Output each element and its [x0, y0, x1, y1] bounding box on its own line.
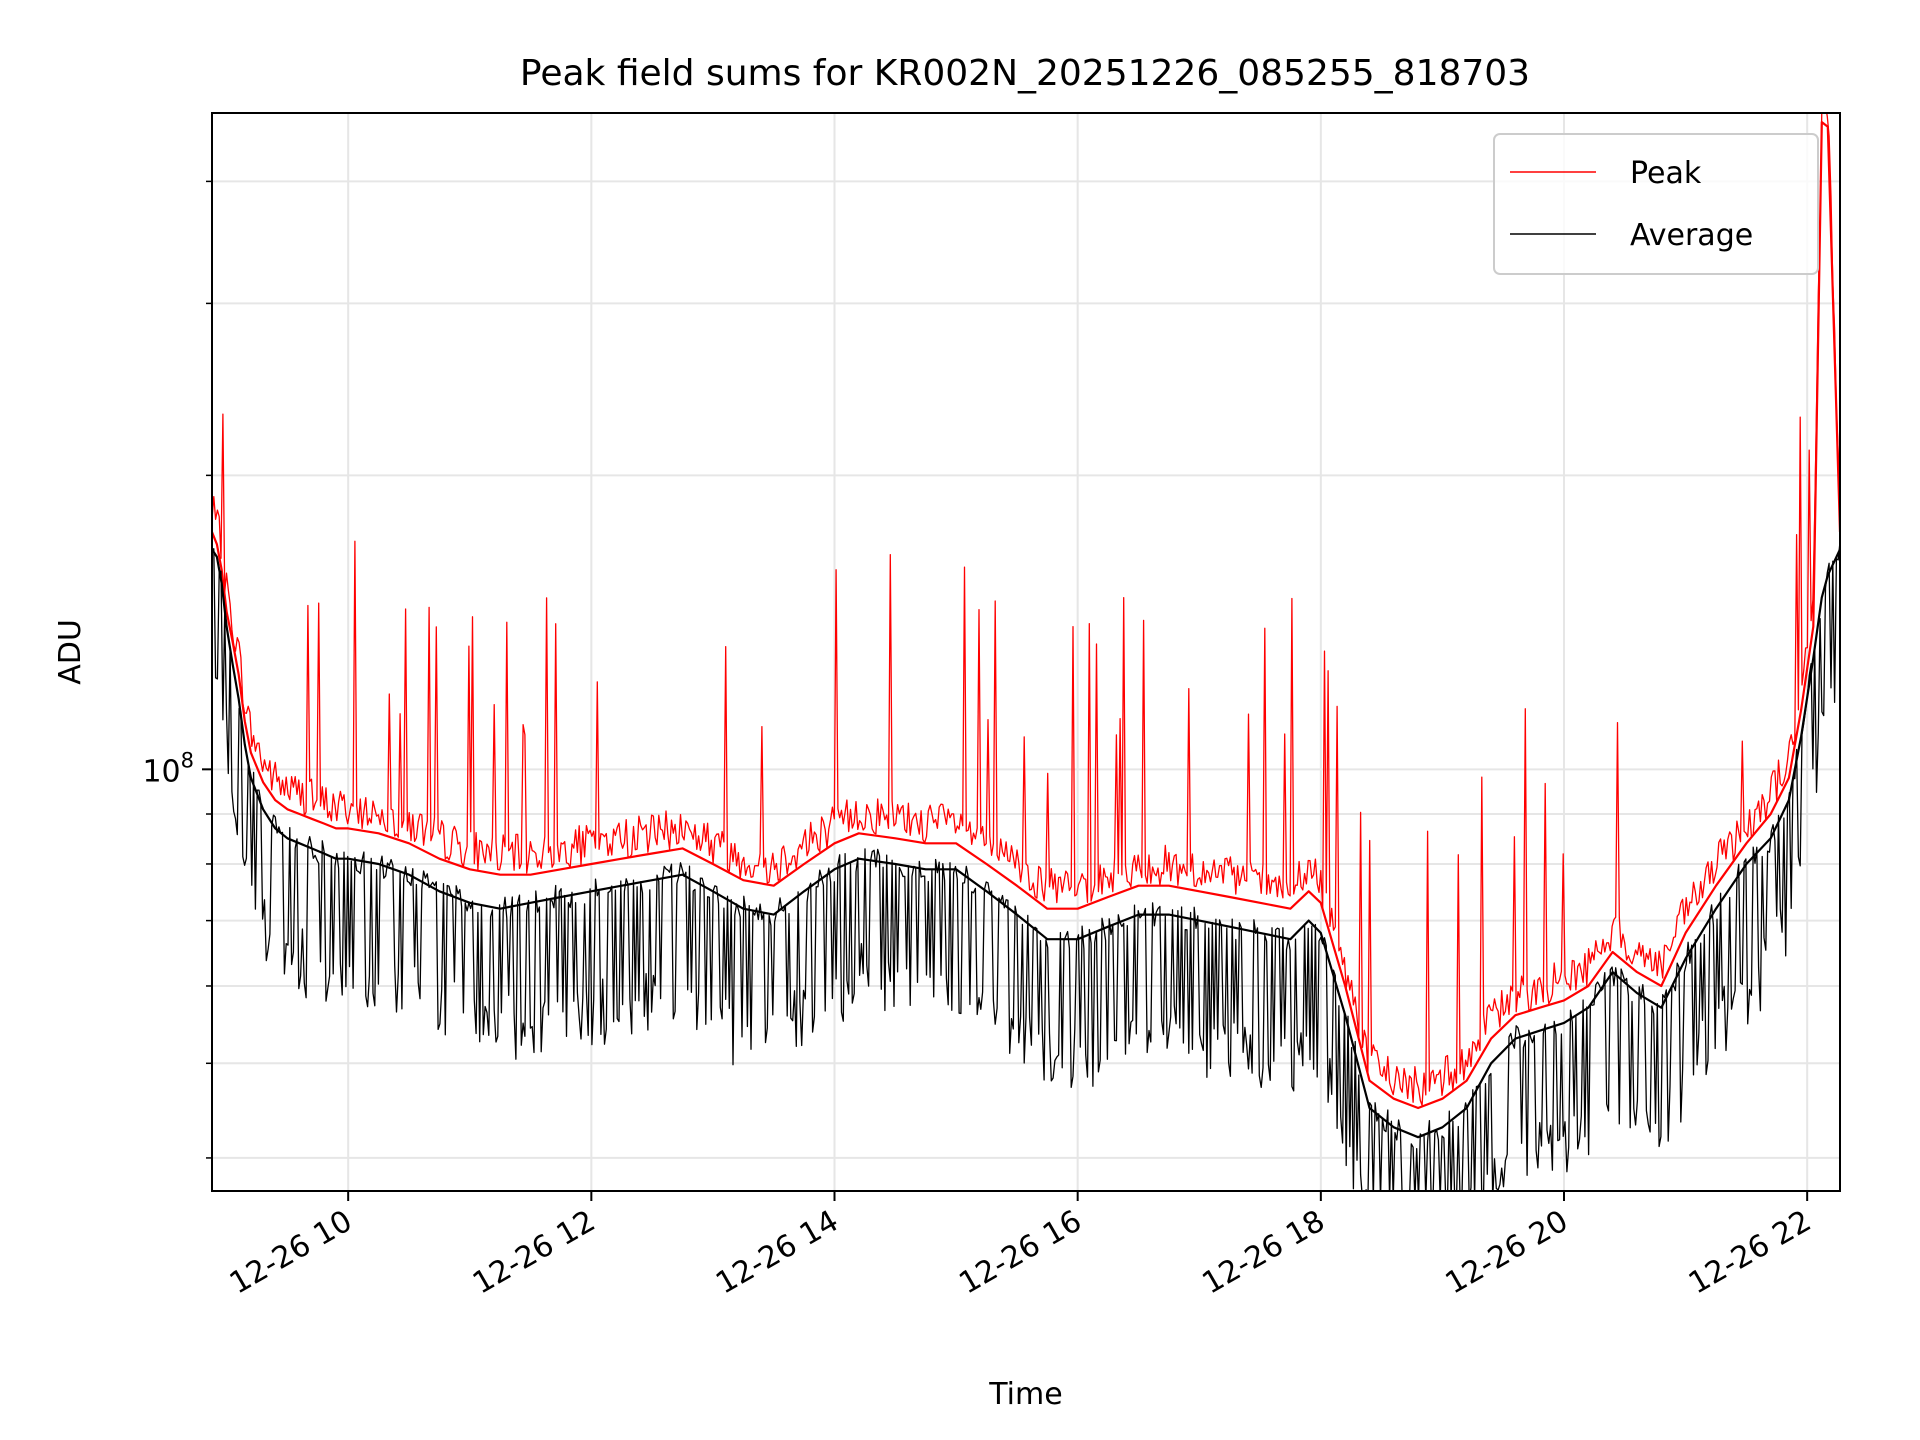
- legend-peak-label: Peak: [1630, 156, 1702, 191]
- series-group: [212, 113, 1840, 1191]
- series-average-line: [212, 541, 1840, 1191]
- plot-area-frame: [211, 112, 1841, 1192]
- y-tick-label: 108: [142, 748, 194, 789]
- series-peak-line: [212, 113, 1840, 1107]
- y-axis: 108: [142, 180, 212, 1159]
- series-layer: [212, 113, 1840, 1191]
- y-axis-label: ADU: [53, 619, 88, 685]
- legend-average-label: Average: [1630, 218, 1753, 253]
- legend: Peak Average: [1493, 133, 1819, 275]
- legend-box: [1493, 133, 1819, 275]
- series-peak-trend: [212, 120, 1840, 1110]
- series-average-trend: [212, 548, 1840, 1139]
- x-axis-label: Time: [988, 1377, 1062, 1412]
- chart-title: Peak field sums for KR002N_20251226_0852…: [520, 53, 1530, 94]
